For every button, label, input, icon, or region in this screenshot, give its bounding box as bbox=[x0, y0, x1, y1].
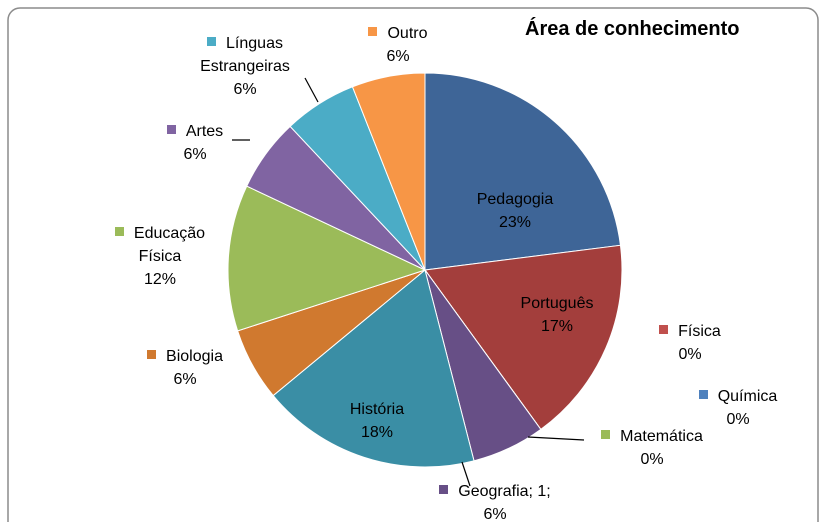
data-label: Geografia; 1; 6% bbox=[415, 480, 575, 522]
data-label: Química 0% bbox=[678, 385, 798, 431]
label-swatch bbox=[601, 430, 611, 439]
data-label: História 18% bbox=[317, 398, 437, 444]
category-label: Geografia; 1; bbox=[458, 483, 551, 500]
value-label: 6% bbox=[483, 506, 507, 522]
label-swatch bbox=[147, 350, 157, 359]
category-label: Educação Física bbox=[133, 225, 206, 265]
category-label: Matemática bbox=[620, 428, 703, 445]
data-label: Outro 6% bbox=[348, 22, 448, 68]
label-swatch bbox=[439, 485, 449, 494]
pie-slice bbox=[424, 244, 623, 431]
chart-title: Área de conhecimento bbox=[525, 18, 740, 40]
label-swatch bbox=[166, 125, 176, 134]
value-label: 17% bbox=[540, 318, 574, 335]
value-label: 6% bbox=[386, 48, 410, 65]
value-label: 0% bbox=[678, 346, 702, 363]
data-label: Línguas Estrangeiras 6% bbox=[170, 32, 320, 101]
leader-line bbox=[461, 461, 471, 487]
leader-line bbox=[527, 436, 585, 441]
category-label: Química bbox=[717, 388, 778, 405]
data-label: Pedagogia 23% bbox=[445, 188, 585, 234]
category-label: Outro bbox=[387, 25, 428, 42]
value-label: 12% bbox=[143, 271, 177, 288]
value-label: 18% bbox=[360, 424, 394, 441]
label-swatch bbox=[659, 325, 669, 334]
pie-slice bbox=[272, 269, 475, 468]
category-label: Pedagogia bbox=[476, 191, 554, 208]
pie-slice bbox=[424, 72, 622, 271]
label-swatch bbox=[368, 27, 378, 36]
category-label: Biologia bbox=[166, 348, 223, 365]
label-swatch bbox=[698, 390, 708, 399]
data-label: Artes 6% bbox=[145, 120, 245, 166]
category-label: Artes bbox=[185, 123, 224, 140]
pie bbox=[227, 72, 623, 468]
leader-lines bbox=[232, 77, 585, 487]
data-label: Biologia 6% bbox=[125, 345, 245, 391]
category-label: História bbox=[349, 401, 405, 418]
data-label: Português 17% bbox=[487, 292, 627, 338]
value-label: 6% bbox=[173, 371, 197, 388]
category-label: Línguas Estrangeiras bbox=[200, 35, 290, 75]
value-label: 0% bbox=[726, 411, 750, 428]
data-label: Matemática 0% bbox=[577, 425, 727, 471]
value-label: 0% bbox=[640, 451, 664, 468]
pie-slice bbox=[227, 185, 427, 332]
leader-line bbox=[304, 77, 319, 103]
value-label: 6% bbox=[183, 146, 207, 163]
data-label: Física 0% bbox=[630, 320, 750, 366]
value-label: 23% bbox=[498, 214, 532, 231]
label-swatch bbox=[207, 37, 217, 46]
value-label: 6% bbox=[233, 81, 257, 98]
label-swatch bbox=[114, 227, 124, 236]
category-label: Português bbox=[520, 295, 594, 312]
data-label: Educação Física 12% bbox=[105, 222, 215, 291]
category-label: Física bbox=[678, 323, 721, 340]
pie-slice bbox=[351, 72, 426, 271]
